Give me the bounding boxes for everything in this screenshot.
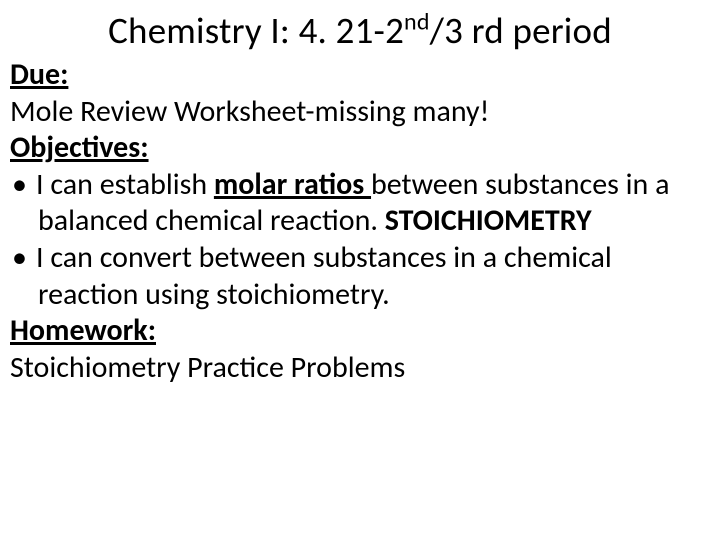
homework-text: Stoichiometry Practice Problems (10, 350, 710, 387)
title-suffix: /3 rd period (430, 8, 612, 53)
objective-1-line2-pre: balanced chemical reaction. (38, 202, 385, 239)
slide-body: Due: Mole Review Worksheet-missing many!… (10, 57, 710, 386)
due-text: Mole Review Worksheet-missing many! (10, 94, 710, 131)
objective-1-pre: I can establish (36, 166, 214, 203)
bullet-icon: • (10, 167, 32, 204)
bullet-icon: • (10, 240, 32, 277)
objective-1-text: I can establish molar ratios between sub… (32, 167, 710, 204)
objective-2-line2: reaction using stoichiometry. (10, 277, 710, 314)
objective-item-1: • I can establish molar ratios between s… (10, 167, 710, 204)
objectives-section: Objectives: (10, 130, 710, 167)
objective-2-line1: I can convert between substances in a ch… (32, 240, 710, 277)
homework-label: Homework: (10, 312, 156, 349)
title-superscript: nd (404, 8, 430, 37)
objective-1-line2: balanced chemical reaction. STOICHIOMETR… (10, 203, 710, 240)
objective-1-line2-bold: STOICHIOMETRY (385, 202, 592, 239)
objective-item-2: • I can convert between substances in a … (10, 240, 710, 277)
slide-title: Chemistry I: 4. 21-2nd/3 rd period (10, 8, 710, 53)
homework-section: Homework: (10, 313, 710, 350)
slide: Chemistry I: 4. 21-2nd/3 rd period Due: … (0, 0, 720, 540)
objectives-label: Objectives: (10, 129, 149, 166)
due-section: Due: (10, 57, 710, 94)
objective-1-mid: between substances in a (371, 166, 669, 203)
objective-1-emphasis: molar ratios (214, 166, 371, 203)
due-label: Due: (10, 56, 68, 93)
title-prefix: Chemistry I: 4. 21-2 (108, 8, 404, 53)
